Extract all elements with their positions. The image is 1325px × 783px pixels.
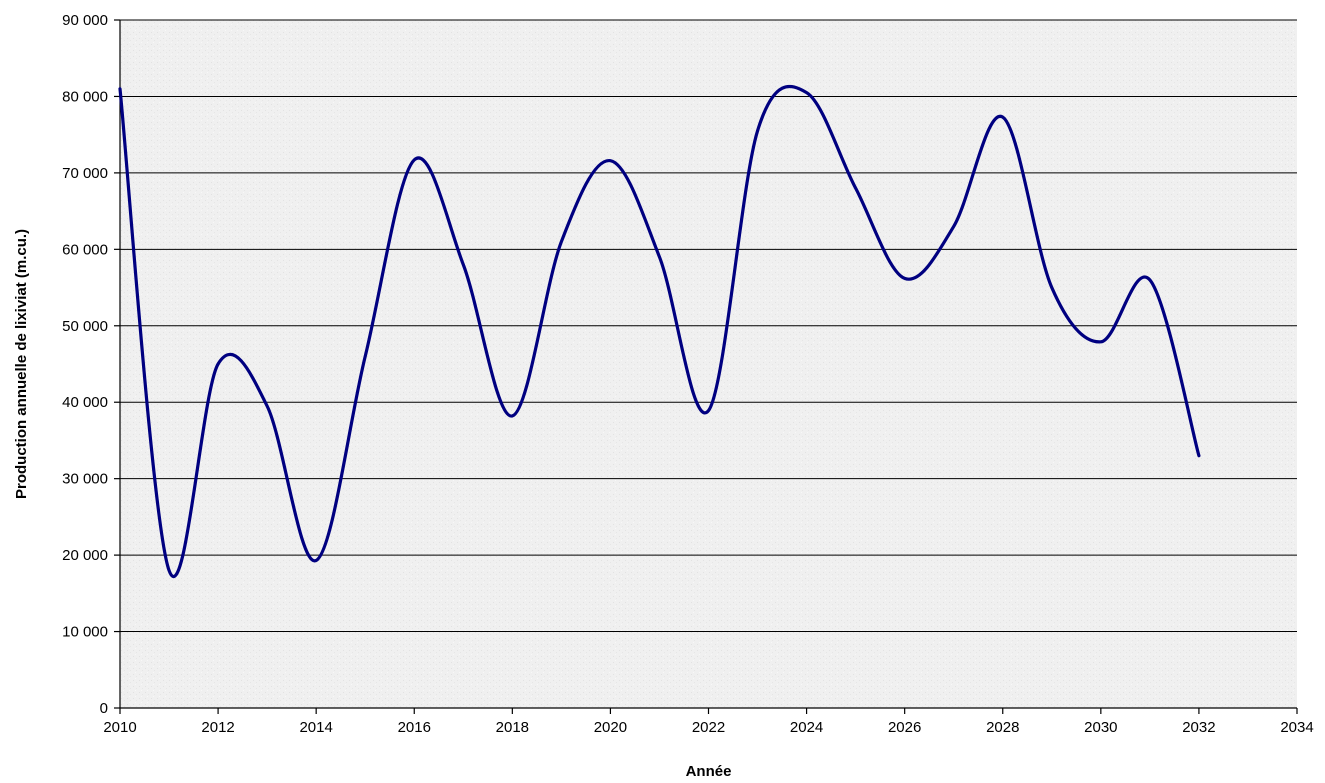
x-tick-label: 2028 xyxy=(986,719,1019,736)
x-tick-label: 2022 xyxy=(692,719,725,736)
x-axis-title: Année xyxy=(686,763,732,780)
x-tick-label: 2020 xyxy=(594,719,627,736)
y-tick-label: 50 000 xyxy=(62,318,108,335)
x-tick-label: 2014 xyxy=(299,719,332,736)
x-tick-label: 2030 xyxy=(1084,719,1117,736)
x-tick-label: 2032 xyxy=(1182,719,1215,736)
y-axis-title: Production annuelle de lixiviat (m.cu.) xyxy=(13,229,30,499)
y-axis-ticks: 0 10 000 20 000 30 000 40 000 50 000 60 000 70 … xyxy=(62,12,120,717)
gridlines xyxy=(120,19,1297,633)
y-tick-label: 20 000 xyxy=(62,547,108,564)
x-tick-label: 2018 xyxy=(496,719,529,736)
y-tick-label: 80 000 xyxy=(62,88,108,105)
y-tick-label: 90 000 xyxy=(62,12,108,29)
y-tick-label: 10 000 xyxy=(62,624,108,641)
x-tick-label: 2034 xyxy=(1280,719,1313,736)
y-tick-label: 40 000 xyxy=(62,394,108,411)
y-tick-label: 60 000 xyxy=(62,241,108,258)
x-tick-label: 2026 xyxy=(888,719,921,736)
x-tick-label: 2010 xyxy=(103,719,136,736)
plot-area xyxy=(120,20,1297,708)
x-tick-label: 2016 xyxy=(398,719,431,736)
x-tick-label: 2024 xyxy=(790,719,823,736)
y-tick-label: 0 xyxy=(100,700,108,717)
x-tick-label: 2012 xyxy=(201,719,234,736)
x-axis-ticks: 2010 2012 2014 2016 2018 2020 2022 2024 2026 2028… xyxy=(103,708,1314,736)
y-tick-label: 70 000 xyxy=(62,165,108,182)
y-tick-label: 30 000 xyxy=(62,471,108,488)
series-line xyxy=(118,85,1201,578)
series-layer xyxy=(118,85,1201,578)
